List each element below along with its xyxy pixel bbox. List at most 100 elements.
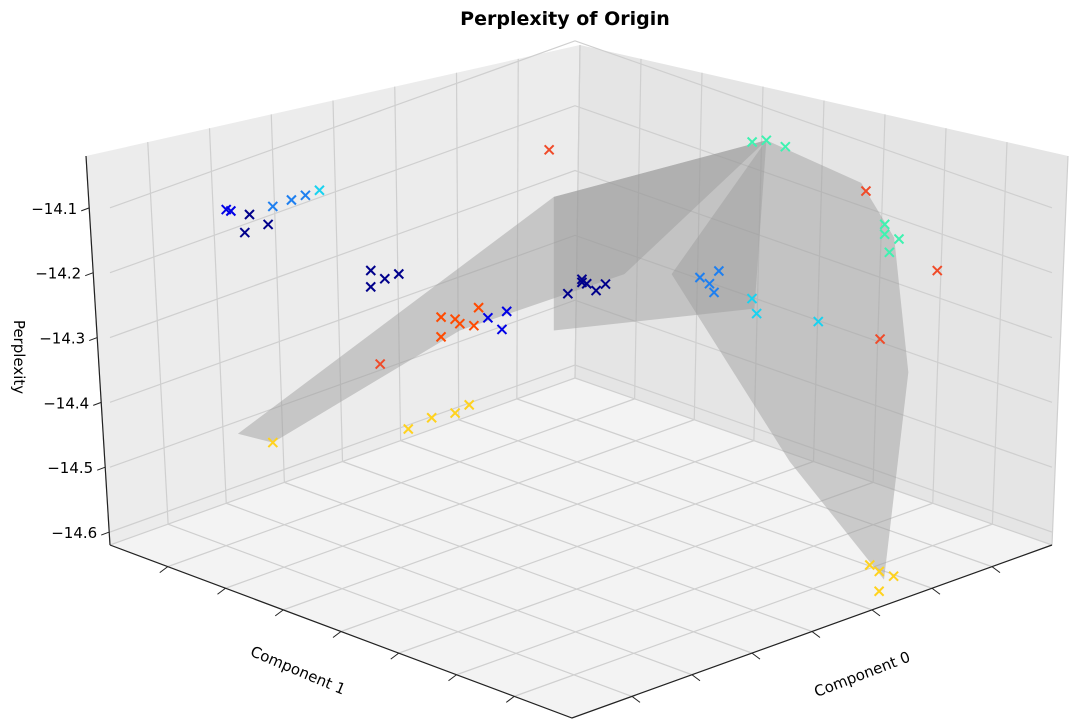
point-stroke	[374, 358, 386, 370]
data-point	[435, 311, 447, 323]
data-point	[244, 209, 255, 220]
data-point	[888, 570, 899, 582]
point-stroke	[449, 407, 461, 419]
floor-grid-line	[458, 419, 933, 589]
z-tick-mark	[85, 272, 94, 277]
point-stroke	[496, 324, 508, 335]
data-point	[426, 412, 437, 423]
wall-grid-line	[270, 114, 285, 483]
point-stroke	[562, 288, 574, 299]
data-point	[501, 306, 512, 317]
z-axis-ticks: −14.1 −14.2 −14.3 −14.4 −14.5 −14.6	[31, 200, 1001, 703]
y-tick-mark	[217, 587, 226, 595]
wall-grid-line	[109, 234, 1053, 403]
scatter-points	[220, 135, 943, 597]
point-stroke	[874, 566, 885, 577]
point-stroke	[449, 313, 461, 325]
data-point	[449, 407, 461, 419]
data-point	[864, 559, 875, 571]
point-stroke	[879, 229, 890, 240]
data-point	[704, 278, 715, 289]
surface-patch	[671, 140, 909, 580]
data-point	[893, 233, 905, 245]
point-stroke	[893, 233, 905, 245]
point-stroke	[403, 423, 414, 435]
z-tick-mark	[89, 337, 98, 342]
wall-grid-line	[753, 86, 764, 441]
z-tick-mark	[81, 207, 90, 212]
data-point	[713, 265, 725, 277]
point-stroke	[267, 201, 278, 212]
point-stroke	[286, 194, 297, 206]
point-stroke	[713, 265, 725, 277]
data-point	[435, 331, 447, 343]
data-point	[267, 201, 278, 212]
wall-grid-line	[109, 105, 1053, 274]
floor-grid-line	[456, 502, 933, 676]
point-stroke	[884, 247, 895, 258]
y-tick-mark	[332, 631, 342, 638]
point-stroke	[932, 265, 943, 276]
data-point	[496, 324, 508, 335]
point-stroke	[365, 265, 376, 276]
point-stroke	[314, 185, 325, 196]
x-tick-mark	[691, 674, 701, 682]
data-point	[468, 320, 480, 331]
data-point	[393, 268, 405, 280]
x-tick-mark	[751, 652, 761, 660]
x-tick-mark	[991, 566, 1001, 574]
floor-grid-line	[516, 398, 993, 568]
floor-grid-line	[398, 481, 874, 654]
point-stroke	[874, 333, 886, 345]
point-stroke	[860, 185, 872, 197]
point-stroke	[454, 318, 466, 329]
z-tick-label: −14.6	[51, 524, 97, 542]
y-tick-mark	[159, 566, 169, 574]
data-point	[267, 437, 279, 448]
data-point	[562, 288, 574, 299]
floor-grid-line	[400, 440, 873, 611]
data-point	[708, 287, 720, 298]
wall-grid-line	[634, 58, 642, 399]
data-point	[543, 144, 555, 155]
wall-grid-line	[109, 169, 1053, 339]
wall-grid-line	[109, 364, 1053, 533]
data-point	[761, 135, 772, 146]
point-stroke	[482, 312, 494, 324]
point-stroke	[262, 219, 274, 230]
point-stroke	[576, 274, 588, 285]
data-point	[300, 190, 311, 201]
y-tick-mark	[274, 609, 284, 617]
data-point	[746, 136, 758, 148]
point-stroke	[365, 281, 376, 293]
data-point	[932, 265, 943, 276]
y-tick-mark	[390, 652, 400, 660]
point-stroke	[435, 311, 447, 323]
surface-patch	[237, 140, 767, 443]
wall-grid-line	[932, 128, 947, 504]
point-stroke	[751, 308, 762, 319]
wall-grid-line	[394, 86, 402, 441]
data-point	[449, 313, 461, 325]
point-stroke	[694, 272, 706, 283]
data-point	[879, 229, 890, 240]
wall-grid-line	[332, 100, 344, 462]
z-tick-label: −14.4	[43, 394, 89, 412]
point-stroke	[220, 204, 232, 215]
point-stroke	[746, 293, 758, 304]
z-tick-mark	[97, 466, 106, 471]
point-stroke	[888, 570, 899, 582]
z-tick-mark	[101, 531, 110, 536]
data-point	[694, 272, 706, 283]
data-point	[746, 293, 758, 304]
data-point	[473, 302, 484, 313]
z-tick-label: −14.5	[47, 459, 93, 477]
wall-grid-line	[147, 142, 169, 525]
data-point	[879, 219, 890, 230]
data-point	[780, 141, 791, 152]
wall-grid-line	[812, 100, 825, 462]
x-tick-mark	[931, 587, 941, 595]
point-stroke	[501, 306, 512, 317]
axis-panes	[86, 45, 1068, 718]
